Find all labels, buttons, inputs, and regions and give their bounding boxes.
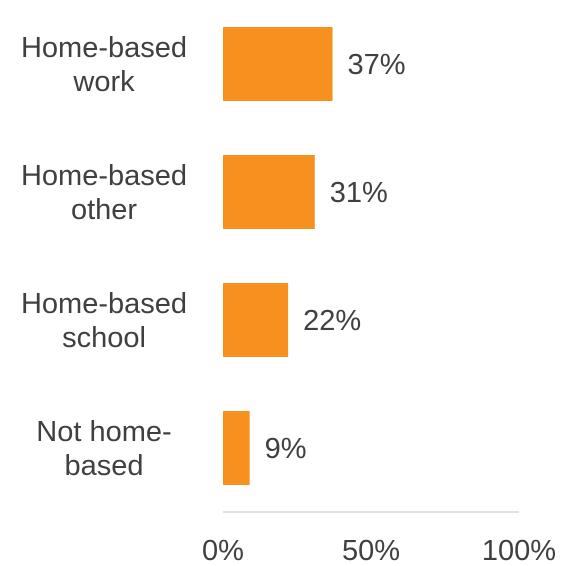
data-label: 9% <box>265 433 307 465</box>
bars <box>223 27 333 485</box>
data-label: 22% <box>303 305 361 337</box>
x-tick-label: 100% <box>482 535 556 566</box>
data-label: 31% <box>330 177 388 209</box>
bar <box>223 155 315 229</box>
category-label: Not home-based <box>36 416 171 482</box>
category-label: Home-based school <box>21 288 187 354</box>
data-label: 37% <box>348 49 406 81</box>
category-label: Home-based other <box>21 160 187 226</box>
labels: 0% 50% 100% 37% Home-based work 31% Home-based o… <box>21 32 556 566</box>
bar <box>223 411 250 485</box>
category-label: Home-based work <box>21 32 187 98</box>
x-tick-label: 0% <box>202 535 244 566</box>
x-tick-label: 50% <box>342 535 400 566</box>
bar <box>223 283 289 357</box>
bar <box>223 27 333 101</box>
